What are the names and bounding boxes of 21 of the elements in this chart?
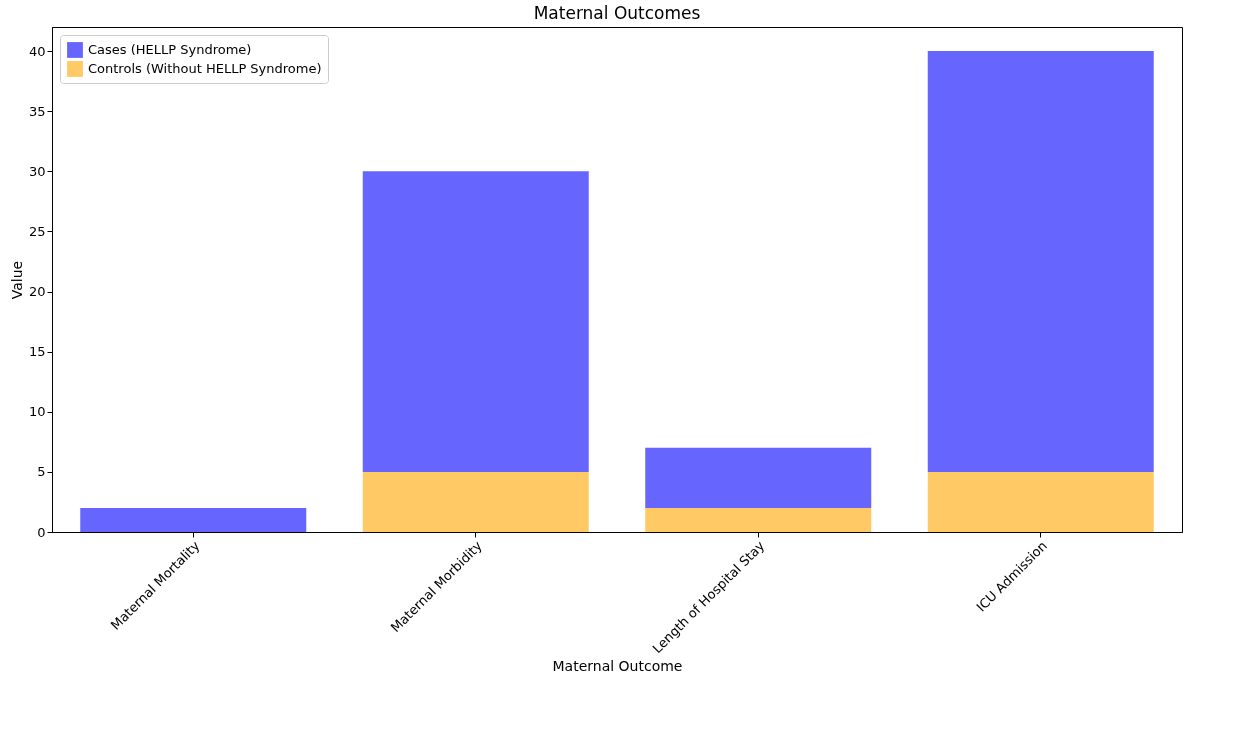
y-tick-label: 40 — [28, 43, 46, 59]
legend-label: Cases (HELLP Syndrome) — [88, 42, 252, 57]
x-axis-title: Maternal Outcome — [552, 658, 683, 675]
bar — [362, 471, 589, 532]
y-tick-label: 25 — [28, 223, 46, 239]
legend-label: Controls (Without HELLP Syndrome) — [88, 61, 322, 76]
y-tick-label: 35 — [28, 103, 46, 119]
bar — [927, 51, 1154, 472]
y-tick-label: 20 — [28, 284, 46, 300]
y-tick-label: 5 — [37, 464, 46, 480]
y-tick-label: 0 — [37, 524, 46, 540]
bar — [362, 171, 589, 472]
y-tick-label: 30 — [28, 163, 46, 179]
bar — [927, 471, 1154, 532]
y-axis-title: Value — [8, 260, 25, 300]
y-tick-label: 10 — [28, 404, 46, 420]
bar — [645, 507, 872, 532]
y-tick-label: 15 — [28, 344, 46, 360]
chart-title: Maternal Outcomes — [533, 3, 701, 23]
bar — [645, 447, 872, 508]
bar — [80, 507, 307, 532]
